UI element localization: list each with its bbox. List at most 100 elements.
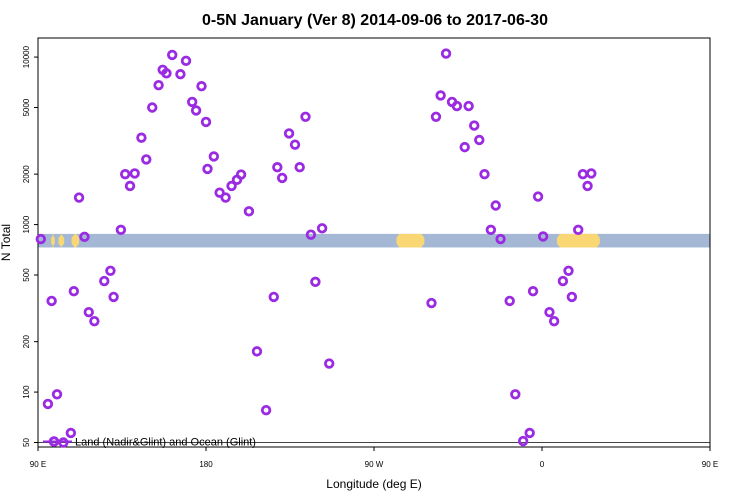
data-point	[430, 111, 442, 123]
y-tick-label: 500	[22, 268, 31, 282]
data-point	[208, 151, 220, 162]
data-point	[577, 168, 589, 180]
data-point	[544, 306, 555, 318]
y-tick-label: 1000	[22, 215, 31, 233]
x-axis-label: Longitude (deg E)	[326, 477, 421, 491]
data-point	[175, 69, 186, 80]
data-point	[167, 49, 178, 61]
x-tick-label: 180	[199, 460, 213, 469]
data-point	[235, 169, 247, 180]
data-point	[105, 265, 116, 276]
data-point	[115, 224, 127, 236]
data-point	[504, 295, 515, 307]
data-point	[479, 168, 490, 180]
data-point	[119, 168, 131, 180]
data-point	[272, 162, 283, 173]
y-tick-label: 200	[22, 334, 31, 348]
data-point	[557, 275, 569, 287]
data-point	[129, 168, 140, 179]
data-point	[310, 276, 321, 288]
land-segment	[51, 233, 55, 248]
data-point	[324, 358, 335, 369]
data-point	[153, 79, 164, 91]
data-point	[517, 435, 529, 447]
data-point	[524, 427, 535, 439]
data-point	[108, 291, 119, 303]
y-tick-label: 100	[22, 385, 31, 399]
data-point	[161, 68, 172, 79]
y-axis-label: N Total	[0, 224, 13, 261]
data-point	[300, 111, 311, 123]
data-point	[200, 116, 212, 128]
data-point	[582, 180, 593, 192]
data-point	[141, 154, 152, 165]
data-point	[46, 295, 57, 307]
data-point	[485, 224, 497, 236]
data-point	[147, 102, 158, 113]
data-point	[220, 192, 231, 203]
data-point	[548, 315, 560, 327]
data-point	[294, 162, 305, 173]
data-point	[190, 105, 202, 116]
legend-label: Land (Nadir&Glint) and Ocean (Glint)	[75, 436, 256, 448]
data-point	[573, 224, 584, 236]
data-point	[586, 168, 597, 179]
data-point	[124, 180, 136, 192]
data-point	[136, 132, 147, 143]
y-tick-label: 2000	[22, 165, 31, 183]
data-point	[305, 229, 317, 240]
data-point	[426, 297, 437, 309]
data-point	[276, 172, 288, 184]
y-tick-label: 50	[22, 438, 31, 447]
data-point	[495, 233, 506, 245]
data-point	[196, 81, 207, 92]
data-point	[35, 233, 46, 245]
data-point	[527, 286, 539, 297]
data-point	[186, 96, 198, 108]
data-point	[474, 134, 485, 146]
data-point	[316, 223, 328, 234]
data-point	[79, 231, 90, 243]
data-point	[260, 404, 272, 416]
data-point	[451, 100, 463, 112]
data-point	[283, 128, 295, 139]
land-ocean-band	[38, 233, 710, 248]
data-point	[51, 389, 63, 400]
data-point	[440, 48, 452, 59]
data-point	[563, 265, 574, 276]
data-point	[42, 398, 54, 410]
ocean-band	[38, 233, 710, 248]
data-point	[566, 291, 578, 303]
data-point	[463, 100, 474, 112]
data-point	[537, 231, 549, 242]
data-point	[83, 306, 94, 318]
axis-ticks: 90 E 180 90 W 0 90 E 50 100 200 500 1000 2000 5000 1…	[22, 45, 718, 469]
data-point	[202, 163, 213, 175]
data-point	[73, 192, 85, 203]
land-segment	[71, 233, 80, 248]
data-point	[289, 139, 301, 150]
data-point	[532, 191, 544, 202]
data-point	[459, 141, 470, 153]
chart-title: 0-5N January (Ver 8) 2014-09-06 to 2017-…	[202, 12, 548, 29]
x-tick-label: 0	[540, 460, 545, 469]
y-tick-label: 10000	[22, 45, 31, 68]
data-point	[268, 291, 279, 303]
data-point	[435, 90, 446, 101]
data-point	[469, 120, 480, 131]
x-tick-label: 90 W	[365, 460, 384, 469]
legend: Land (Nadir&Glint) and Ocean (Glint)	[43, 436, 256, 448]
data-point	[99, 275, 110, 287]
data-point	[65, 427, 77, 439]
data-point	[180, 55, 192, 67]
data-point	[226, 180, 237, 192]
x-tick-label: 90 E	[702, 460, 718, 469]
legend-marker	[48, 436, 60, 447]
data-point	[510, 389, 521, 400]
y-tick-label: 5000	[22, 98, 31, 116]
land-segment	[556, 233, 600, 248]
data-points	[35, 48, 597, 448]
data-point	[89, 315, 100, 327]
data-point	[68, 286, 80, 297]
